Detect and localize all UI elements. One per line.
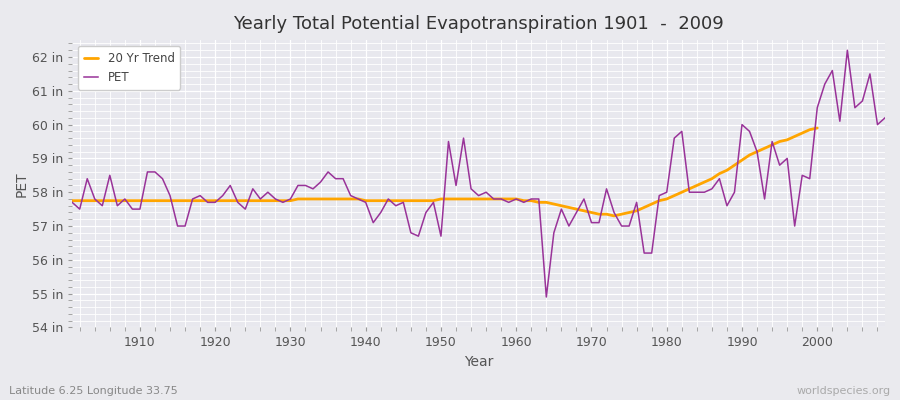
PET [842,48,853,53]
20 Yr Trend [782,138,793,142]
20 Yr Trend [240,198,251,203]
PET [608,210,619,215]
PET [292,183,303,188]
20 Yr Trend [451,196,462,201]
Legend: 20 Yr Trend, PET: 20 Yr Trend, PET [78,46,181,90]
20 Yr Trend [812,126,823,130]
20 Yr Trend [608,214,619,218]
PET [338,176,348,181]
Line: PET: PET [72,50,885,297]
Title: Yearly Total Potential Evapotranspiration 1901  -  2009: Yearly Total Potential Evapotranspiratio… [233,15,724,33]
Line: 20 Yr Trend: 20 Yr Trend [72,128,817,216]
PET [67,200,77,205]
20 Yr Trend [511,196,522,201]
PET [879,116,890,120]
PET [511,196,522,201]
Text: worldspecies.org: worldspecies.org [796,386,891,396]
20 Yr Trend [760,146,770,151]
PET [503,200,514,205]
Y-axis label: PET: PET [15,171,29,196]
20 Yr Trend [67,198,77,203]
X-axis label: Year: Year [464,355,493,369]
PET [541,294,552,299]
20 Yr Trend [210,198,220,203]
PET [127,207,138,212]
Text: Latitude 6.25 Longitude 33.75: Latitude 6.25 Longitude 33.75 [9,386,178,396]
